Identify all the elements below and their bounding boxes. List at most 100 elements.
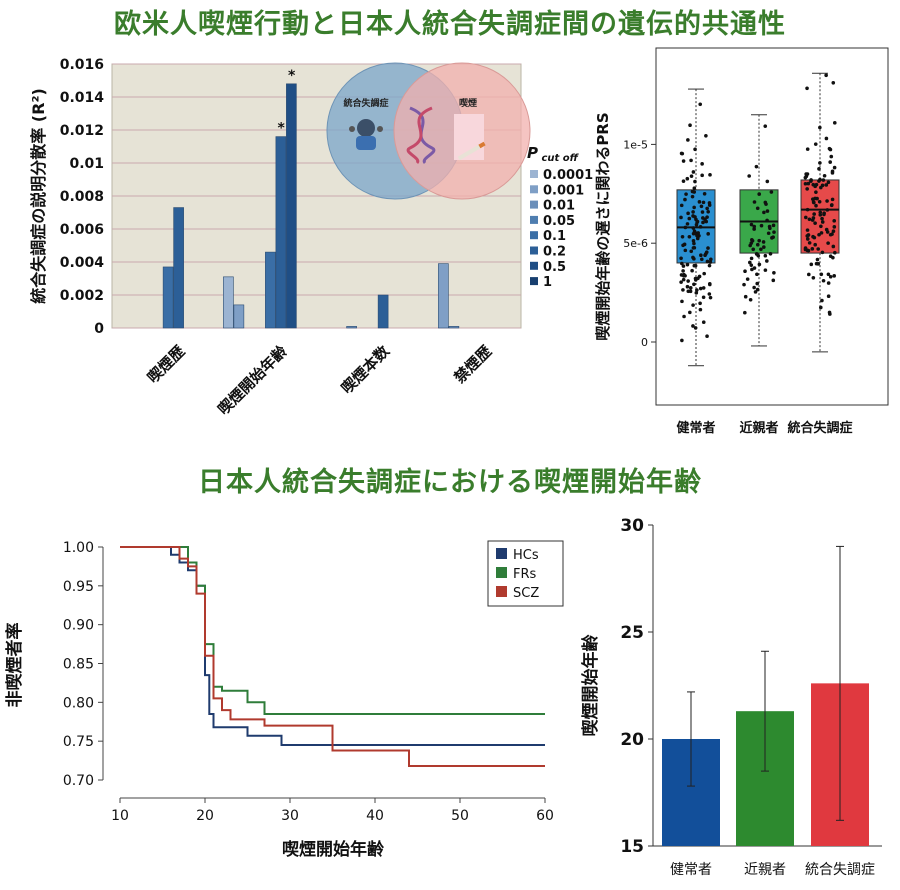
box2-point: [702, 191, 707, 196]
box2-point: [699, 204, 704, 209]
bar1-legend-swatch: [530, 185, 538, 194]
box2-point: [814, 203, 818, 208]
box2-point: [708, 282, 712, 287]
box2-point: [698, 225, 703, 229]
box2-point: [833, 250, 837, 255]
line3-ytick-label: 0.80: [63, 695, 94, 711]
box2-point: [680, 261, 684, 266]
box2-point: [807, 217, 812, 222]
box2-point: [681, 179, 686, 183]
box2-point: [679, 280, 683, 284]
bar1-legend-swatch: [530, 170, 538, 178]
box2-point: [691, 246, 696, 250]
box2-point: [820, 220, 825, 224]
box2-point: [832, 219, 837, 223]
box2-point: [694, 222, 699, 227]
box2-point: [825, 208, 830, 212]
bar4-ytick-label: 30: [620, 516, 644, 536]
box2-point: [686, 211, 690, 216]
box2-point: [707, 263, 712, 268]
box2-point: [828, 232, 833, 237]
box2-point: [810, 247, 815, 251]
bar1-ytick-label: 0: [94, 321, 104, 337]
box2-point: [763, 124, 768, 128]
box2-point: [820, 250, 825, 255]
box2-point: [831, 255, 835, 260]
box2-point: [706, 232, 710, 236]
box2-point: [690, 194, 695, 199]
box2-point: [693, 263, 698, 268]
box2-point: [818, 210, 823, 215]
box2-point: [692, 282, 696, 287]
box2-point: [752, 285, 756, 290]
box2-point: [818, 125, 822, 130]
box2-point: [817, 167, 821, 171]
box2-point: [748, 243, 752, 248]
box2-point: [757, 192, 762, 196]
line3-series-line: [120, 546, 545, 767]
box2-point: [690, 268, 694, 273]
bar1-legend-label: 1: [543, 275, 552, 290]
box2-point: [803, 175, 808, 180]
bar1-ytick-label: 0.01: [69, 156, 104, 172]
box2-point: [772, 230, 776, 234]
bar1-ytick-label: 0.014: [60, 90, 105, 106]
box2-point: [832, 121, 837, 125]
line3-legend-swatch: [496, 548, 507, 559]
box2-point: [685, 222, 690, 226]
box2-point: [749, 263, 754, 267]
line3-legend-label: SCZ: [513, 586, 539, 601]
box2-point: [680, 299, 684, 304]
line3-ytick-label: 0.75: [63, 734, 94, 750]
box2-point: [685, 284, 690, 289]
box2-point: [826, 272, 831, 277]
box2-point: [755, 242, 760, 247]
box2-point: [689, 249, 694, 254]
box2-point: [708, 295, 713, 300]
box2-point: [700, 257, 704, 262]
box2-point: [681, 273, 686, 278]
box2-point: [762, 210, 766, 215]
bar1-bar: [438, 263, 449, 329]
box2-point: [806, 248, 811, 253]
box2-point: [692, 205, 696, 210]
box2-point: [705, 334, 709, 339]
box2-point: [762, 245, 766, 249]
box2-point: [816, 247, 820, 251]
bar1-bar: [173, 207, 184, 329]
bar1-ytick-label: 0.008: [60, 189, 104, 205]
box2-point: [812, 212, 816, 216]
box2-point: [692, 186, 697, 190]
box2-point: [824, 73, 828, 78]
box2-point: [763, 253, 768, 258]
bar1-legend-label: 0.05: [543, 214, 575, 229]
box2-point: [748, 298, 753, 302]
box2-point: [681, 288, 685, 292]
box2-point: [680, 151, 685, 156]
box2-point: [742, 282, 746, 287]
bar1-bar: [275, 136, 287, 329]
box2-point: [698, 301, 702, 306]
box2-point: [807, 241, 812, 245]
box2-point: [826, 281, 831, 285]
box2-point: [822, 173, 827, 178]
box2-point: [701, 320, 706, 325]
bar1-legend-swatch: [530, 200, 538, 209]
box2-point: [698, 102, 703, 107]
box2-point: [807, 272, 811, 277]
box2-point: [830, 197, 835, 202]
box2-point: [805, 207, 810, 212]
box2-point: [695, 236, 700, 241]
line3-xtick-label: 60: [536, 808, 554, 824]
box2-point: [753, 290, 758, 294]
box2-point: [765, 218, 769, 223]
box2-point: [694, 291, 699, 295]
box2-point: [688, 286, 693, 290]
box2-point: [811, 234, 815, 239]
box2-point: [686, 279, 690, 283]
bar1-legend-swatch: [530, 246, 538, 255]
box2-point: [686, 289, 691, 294]
box2-point: [819, 272, 824, 277]
bar1-legend-title-main: P: [527, 144, 538, 162]
